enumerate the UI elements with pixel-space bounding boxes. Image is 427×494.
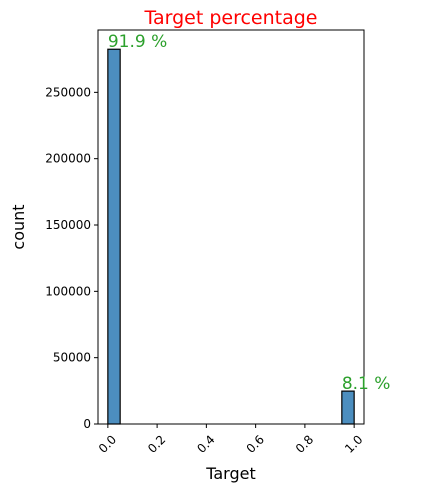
x-axis-ticks: 0.0 0.2 0.4 0.6 0.8 1.0 (96, 424, 365, 456)
x-tick-label: 0.8 (293, 432, 316, 455)
bar-percentage-label: 8.1 % (342, 374, 391, 394)
plot-frame (97, 29, 365, 425)
x-axis-label: Target (205, 464, 256, 483)
x-tick-label: 1.0 (342, 432, 365, 455)
bars (107, 48, 355, 425)
y-tick-label: 100000 (45, 284, 91, 298)
y-tick-label: 250000 (45, 85, 91, 99)
y-axis-ticks: 0 50000 100000 150000 200000 250000 (45, 85, 98, 431)
bar (341, 390, 355, 425)
x-tick-label: 0.6 (244, 432, 267, 455)
x-tick-label: 0.4 (194, 432, 217, 455)
y-tick-label: 150000 (45, 218, 91, 232)
bar-labels: 91.9 % 8.1 % (108, 32, 391, 394)
bar-percentage-label: 91.9 % (108, 32, 167, 52)
x-tick-label: 0.0 (96, 432, 119, 455)
chart-title: Target percentage (144, 7, 318, 29)
y-axis-label: count (9, 204, 28, 249)
x-tick-label: 0.2 (145, 432, 168, 455)
y-tick-label: 200000 (45, 152, 91, 166)
y-tick-label: 0 (83, 417, 91, 431)
y-tick-label: 50000 (53, 351, 91, 365)
bar (107, 48, 121, 425)
